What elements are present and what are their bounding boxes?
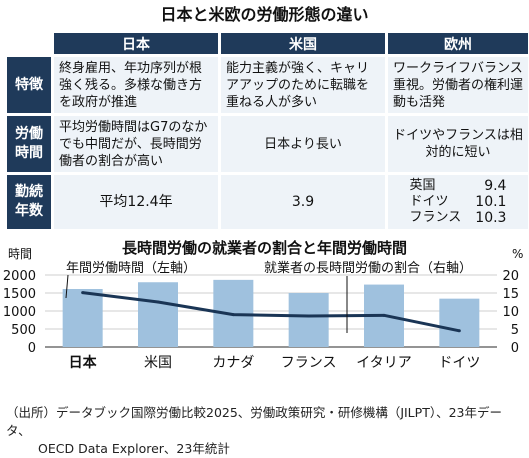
category-label: 米国 (144, 355, 172, 371)
stat-value: 10.3 (475, 210, 507, 226)
stat-country: フランス (409, 210, 462, 225)
column-header-japan: 日本 (54, 33, 218, 54)
stat-country: ドイツ (409, 194, 449, 209)
line-point (81, 291, 85, 295)
row-label-text: 特徴 (15, 76, 43, 93)
table-header-row: 日本 米国 欧州 (7, 33, 528, 54)
row-label-hours: 労働 時間 (7, 116, 51, 172)
line-point (382, 313, 386, 317)
left-tick-label: 1500 (3, 287, 36, 302)
category-label: イタリア (356, 355, 411, 371)
row-label-features: 特徴 (7, 57, 51, 113)
row-label-tenure: 勤続 年数 (7, 175, 51, 229)
right-axis-unit: % (512, 247, 523, 261)
cell-features-eu: ワークライフバランス重視。労働者の権利運動も活発 (388, 57, 528, 113)
right-tick-label: 15 (502, 287, 519, 302)
category-label: カナダ (212, 355, 254, 371)
stat-value: 9.4 (484, 178, 507, 194)
line-series-annotation: 就業者の長時間労働の割合（右軸） (264, 260, 472, 276)
stat-country: 英国 (409, 178, 436, 193)
bar-series-annotation: 年間労働時間（左軸） (66, 261, 196, 276)
bar (288, 293, 329, 347)
table-row-features: 特徴 終身雇用、年功序列が根強く残る。多様な働き方を政府が推進 能力主義が強く、… (7, 57, 528, 113)
stat-value: 10.1 (475, 194, 507, 210)
row-label-text: 労働 (15, 126, 43, 142)
category-label: ドイツ (438, 355, 480, 371)
cell-hours-japan: 平均労働時間はG7のなかでも中間だが、長時間労働者の割合が高い (54, 116, 218, 172)
left-tick-label: 2000 (3, 269, 36, 284)
chart-title: 長時間労働の就業者の割合と年間労働時間 (121, 239, 407, 257)
chart-canvas: 0 500 1000 1500 2000 0 5 10 15 20 時間 % 日本 米国 カナダ フランス イタ… (3, 247, 524, 371)
table-row-tenure: 勤続 年数 平均12.4年 3.9 英国 9.4 ドイツ 10.1 フランス 1… (7, 175, 528, 229)
bar (439, 298, 480, 347)
line-point (156, 300, 160, 304)
page: 日本と米欧の労働形態の違い 日本 米国 欧州 特徴 終身雇用、年功序列が根強く残… (3, 5, 529, 456)
line-point (457, 329, 461, 333)
main-title: 日本と米欧の労働形態の違い (160, 5, 369, 24)
category-label: 日本 (69, 354, 98, 371)
series-line (82, 291, 460, 333)
annotation-leader (65, 274, 69, 299)
cell-hours-us: 日本より長い (221, 116, 385, 172)
table-row-hours: 労働 時間 平均労働時間はG7のなかでも中間だが、長時間労働者の割合が高い 日本… (7, 116, 528, 172)
cell-hours-eu: ドイツやフランスは相対的に短い (388, 116, 528, 172)
source-line: （出所）データブック国際労働比較2025、労働政策研究・研修機構（JILPT）、… (6, 405, 502, 438)
source-note: （出所）データブック国際労働比較2025、労働政策研究・研修機構（JILPT）、… (6, 404, 526, 458)
cell-features-japan: 終身雇用、年功序列が根強く残る。多様な働き方を政府が推進 (54, 57, 218, 113)
cell-features-us: 能力主義が強く、キャリアアップのために転職を重ねる人が多い (221, 57, 385, 113)
line-point (231, 313, 235, 317)
left-axis-unit: 時間 (8, 247, 32, 261)
left-tick-label: 0 (28, 341, 36, 356)
bar (138, 282, 178, 347)
cell-tenure-us: 3.9 (221, 175, 385, 229)
column-header-us: 米国 (221, 33, 385, 54)
right-tick-label: 20 (502, 269, 519, 284)
cell-tenure-eu: 英国 9.4 ドイツ 10.1 フランス 10.3 (388, 175, 528, 229)
column-header-eu: 欧州 (388, 33, 528, 54)
left-tick-label: 1000 (3, 305, 36, 320)
left-tick-label: 500 (11, 323, 36, 338)
row-label-text: 勤続 (15, 184, 43, 200)
bar (62, 289, 103, 347)
category-label: フランス (281, 355, 337, 371)
row-label-text: 年数 (15, 203, 43, 219)
right-tick-label: 10 (502, 305, 519, 320)
comparison-table: 日本 米国 欧州 特徴 終身雇用、年功序列が根強く残る。多様な働き方を政府が推進… (4, 30, 529, 232)
line-point (307, 314, 311, 318)
right-tick-label: 5 (511, 323, 519, 338)
right-tick-label: 0 (511, 341, 519, 356)
tenure-eu-stats: 英国 9.4 ドイツ 10.1 フランス 10.3 (393, 178, 523, 226)
row-label-text: 時間 (15, 145, 43, 161)
cell-tenure-japan: 平均12.4年 (54, 175, 218, 229)
